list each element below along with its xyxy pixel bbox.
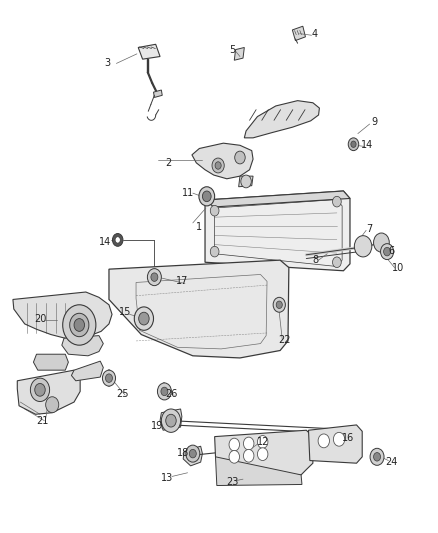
Circle shape: [102, 370, 116, 386]
Text: 16: 16: [342, 433, 354, 443]
Polygon shape: [62, 336, 103, 356]
Text: 24: 24: [385, 457, 398, 467]
Circle shape: [46, 397, 59, 413]
Text: 11: 11: [182, 188, 194, 198]
Circle shape: [354, 236, 372, 257]
Circle shape: [212, 158, 224, 173]
Text: 10: 10: [392, 263, 404, 273]
Polygon shape: [239, 176, 253, 187]
Text: 5: 5: [229, 45, 235, 54]
Circle shape: [74, 319, 85, 332]
Polygon shape: [160, 409, 182, 430]
Polygon shape: [33, 354, 68, 370]
Circle shape: [244, 449, 254, 462]
Circle shape: [161, 409, 180, 432]
Text: 2: 2: [166, 158, 172, 168]
Text: 7: 7: [367, 224, 373, 235]
Circle shape: [241, 175, 251, 188]
Circle shape: [106, 374, 113, 382]
Circle shape: [348, 138, 359, 151]
Circle shape: [229, 438, 240, 451]
Text: 21: 21: [36, 416, 48, 426]
Circle shape: [235, 151, 245, 164]
Text: 25: 25: [116, 389, 128, 399]
Circle shape: [199, 187, 215, 206]
Text: 8: 8: [312, 255, 318, 265]
Circle shape: [157, 383, 171, 400]
Circle shape: [151, 273, 158, 281]
Circle shape: [258, 435, 268, 448]
Polygon shape: [292, 26, 305, 41]
Text: 1: 1: [196, 222, 202, 232]
Circle shape: [30, 378, 49, 401]
Text: 22: 22: [278, 335, 291, 345]
Polygon shape: [205, 191, 350, 271]
Circle shape: [35, 383, 45, 396]
Circle shape: [70, 313, 89, 337]
Text: 23: 23: [226, 477, 238, 487]
Circle shape: [273, 297, 286, 312]
Circle shape: [215, 162, 221, 169]
Circle shape: [333, 432, 345, 446]
Text: 12: 12: [257, 437, 269, 447]
Polygon shape: [13, 292, 112, 338]
Text: 15: 15: [119, 306, 131, 317]
Circle shape: [115, 237, 120, 243]
Polygon shape: [153, 90, 162, 98]
Circle shape: [202, 191, 211, 201]
Text: 14: 14: [361, 140, 374, 150]
Text: 19: 19: [151, 421, 163, 431]
Text: 20: 20: [34, 313, 46, 324]
Circle shape: [186, 445, 200, 462]
Text: 17: 17: [176, 277, 188, 286]
Polygon shape: [308, 425, 362, 463]
Polygon shape: [192, 143, 253, 179]
Polygon shape: [138, 44, 160, 59]
Circle shape: [276, 301, 283, 309]
Circle shape: [113, 233, 123, 246]
Polygon shape: [215, 430, 313, 479]
Text: 9: 9: [371, 117, 377, 127]
Circle shape: [332, 196, 341, 207]
Circle shape: [258, 448, 268, 461]
Circle shape: [332, 257, 341, 268]
Circle shape: [210, 246, 219, 257]
Polygon shape: [17, 370, 80, 414]
Circle shape: [351, 141, 356, 148]
Polygon shape: [71, 361, 103, 381]
Circle shape: [189, 449, 196, 458]
Circle shape: [244, 437, 254, 450]
Circle shape: [370, 448, 384, 465]
Circle shape: [381, 244, 394, 260]
Text: 13: 13: [160, 473, 173, 483]
Text: 3: 3: [105, 59, 111, 68]
Polygon shape: [109, 260, 289, 358]
Circle shape: [148, 269, 161, 286]
Circle shape: [63, 305, 96, 345]
Circle shape: [210, 205, 219, 216]
Text: 6: 6: [389, 246, 395, 255]
Polygon shape: [215, 457, 302, 486]
Polygon shape: [205, 191, 350, 207]
Polygon shape: [183, 446, 202, 466]
Text: 26: 26: [165, 389, 177, 399]
Polygon shape: [234, 47, 244, 60]
Circle shape: [384, 247, 391, 256]
Circle shape: [374, 233, 389, 252]
Circle shape: [134, 307, 153, 330]
Polygon shape: [244, 101, 319, 138]
Circle shape: [318, 434, 329, 448]
Circle shape: [139, 312, 149, 325]
Circle shape: [166, 414, 176, 427]
Text: 4: 4: [312, 29, 318, 39]
Circle shape: [374, 453, 381, 461]
Text: 18: 18: [177, 448, 189, 457]
Text: 14: 14: [99, 237, 112, 247]
Circle shape: [229, 450, 240, 463]
Circle shape: [161, 387, 168, 395]
